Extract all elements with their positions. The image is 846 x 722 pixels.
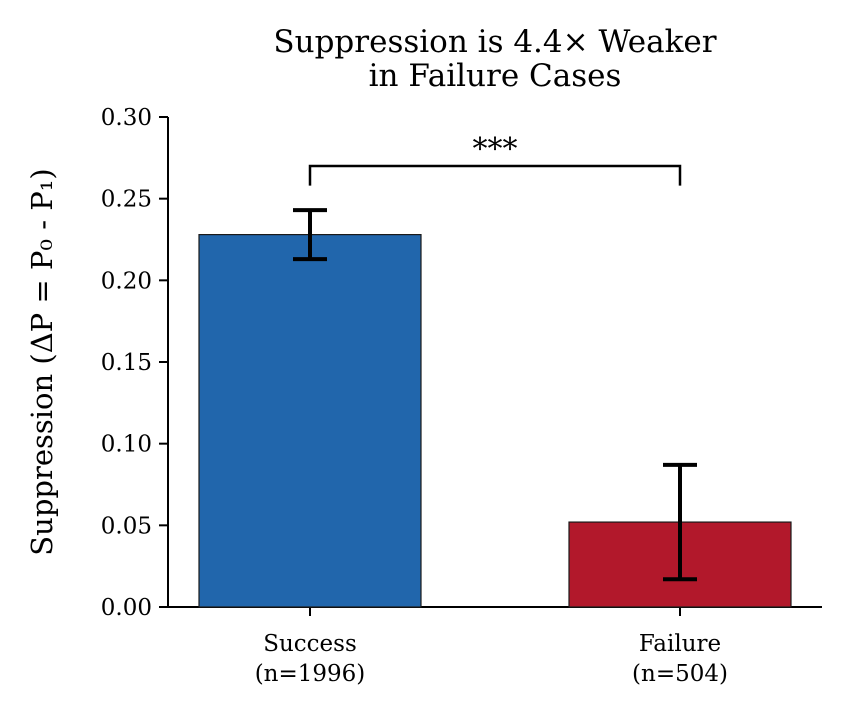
x-tick-label-line: Success: [263, 631, 357, 657]
y-tick-label: 0.10: [101, 432, 152, 458]
significance-label: ***: [473, 132, 518, 167]
error-bars: [293, 208, 697, 582]
x-tick-label-line: (n=1996): [255, 661, 366, 687]
y-tick-label: 0.05: [101, 513, 152, 539]
significance-bracket: ***: [308, 132, 682, 186]
x-tick-label-line: Failure: [639, 631, 721, 657]
x-axis: Success (n=1996) Failure (n=504): [168, 606, 822, 687]
significance-bracket-line: [308, 164, 682, 186]
x-tick-label: Failure (n=504): [632, 631, 728, 687]
y-tick-label: 0.30: [101, 105, 152, 131]
y-tick-label: 0.20: [101, 268, 152, 294]
y-tick-label: 0.00: [101, 595, 152, 621]
chart-title-line: in Failure Cases: [369, 58, 622, 94]
x-tick-label-line: (n=504): [632, 661, 728, 687]
bars: [198, 234, 792, 608]
bar-success: [198, 234, 422, 608]
y-axis: 0.00 0.05 0.10 0.15 0.20 0.25 0.30: [101, 105, 169, 621]
y-axis-label: Suppression (ΔP = P₀ - P₁): [25, 168, 59, 555]
x-tick-label: Success (n=1996): [255, 631, 366, 687]
chart-title-line: Suppression is 4.4× Weaker: [273, 24, 716, 60]
y-axis-label-text: Suppression (ΔP = P₀ - P₁): [25, 168, 59, 555]
y-tick-label: 0.25: [101, 187, 152, 213]
y-tick-label: 0.15: [101, 350, 152, 376]
